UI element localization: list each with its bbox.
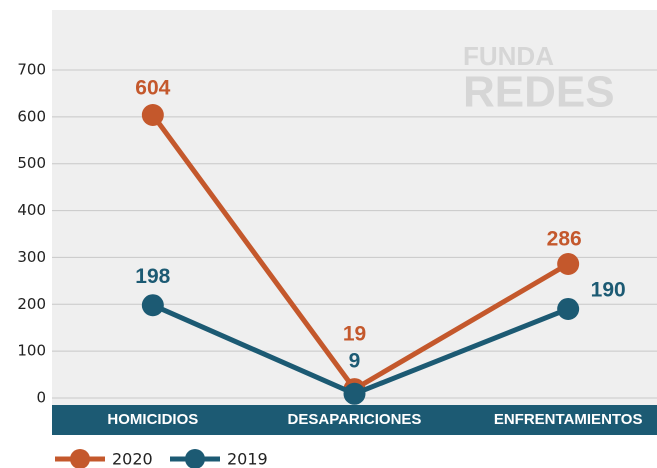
data-label: 286 bbox=[547, 228, 582, 251]
watermark: FUNDA bbox=[463, 41, 554, 71]
watermark: REDES bbox=[463, 68, 615, 117]
data-label: 9 bbox=[349, 349, 361, 372]
x-tick-label: DESAPARICIONES bbox=[288, 411, 422, 428]
y-tick-label: 300 bbox=[17, 248, 46, 266]
data-label: 190 bbox=[591, 279, 626, 302]
legend-marker bbox=[70, 449, 90, 468]
data-label: 604 bbox=[135, 77, 170, 100]
data-label: 19 bbox=[343, 323, 366, 346]
y-tick-label: 100 bbox=[17, 342, 46, 360]
point bbox=[557, 252, 580, 275]
x-tick-label: ENFRENTAMIENTOS bbox=[494, 411, 643, 428]
legend-label: 2019 bbox=[227, 450, 268, 468]
point bbox=[557, 297, 580, 320]
plot-background bbox=[52, 10, 657, 405]
y-tick-label: 0 bbox=[36, 389, 46, 407]
category-band bbox=[52, 405, 657, 435]
y-tick-label: 600 bbox=[17, 107, 46, 125]
y-tick-label: 700 bbox=[17, 61, 46, 79]
legend-label: 2020 bbox=[112, 450, 153, 468]
y-tick-label: 500 bbox=[17, 154, 46, 172]
y-tick-label: 400 bbox=[17, 201, 46, 219]
legend-marker bbox=[185, 449, 205, 468]
x-tick-label: HOMICIDIOS bbox=[107, 411, 198, 428]
y-tick-label: 200 bbox=[17, 295, 46, 313]
data-label: 198 bbox=[135, 265, 170, 288]
point bbox=[141, 103, 164, 126]
point bbox=[343, 382, 366, 405]
point bbox=[141, 294, 164, 317]
